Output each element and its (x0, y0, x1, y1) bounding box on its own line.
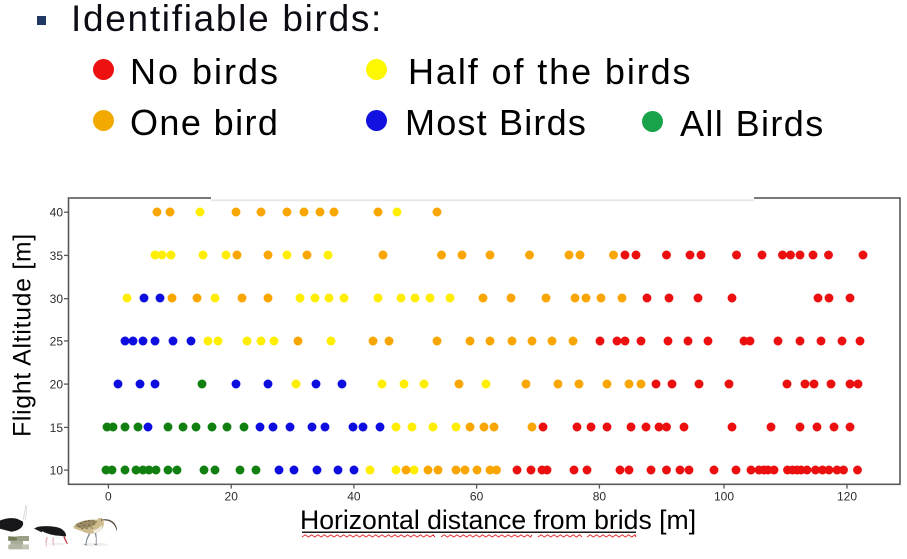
svg-text:60: 60 (470, 490, 484, 504)
svg-text:10: 10 (50, 464, 64, 478)
svg-text:Flight Altitude [m]: Flight Altitude [m] (10, 233, 37, 437)
svg-text:20: 20 (50, 378, 64, 392)
svg-text:80: 80 (593, 490, 607, 504)
svg-text:40: 40 (347, 490, 361, 504)
svg-text:35: 35 (50, 249, 64, 263)
svg-text:40: 40 (50, 206, 64, 220)
svg-text:Horizontal distance from brids: Horizontal distance from brids [m] (300, 505, 696, 535)
svg-text:120: 120 (837, 490, 857, 504)
svg-text:20: 20 (225, 490, 239, 504)
svg-text:25: 25 (50, 334, 64, 348)
svg-text:0: 0 (105, 490, 112, 504)
svg-text:15: 15 (50, 421, 64, 435)
svg-text:30: 30 (50, 292, 64, 306)
svg-text:100: 100 (714, 490, 734, 504)
